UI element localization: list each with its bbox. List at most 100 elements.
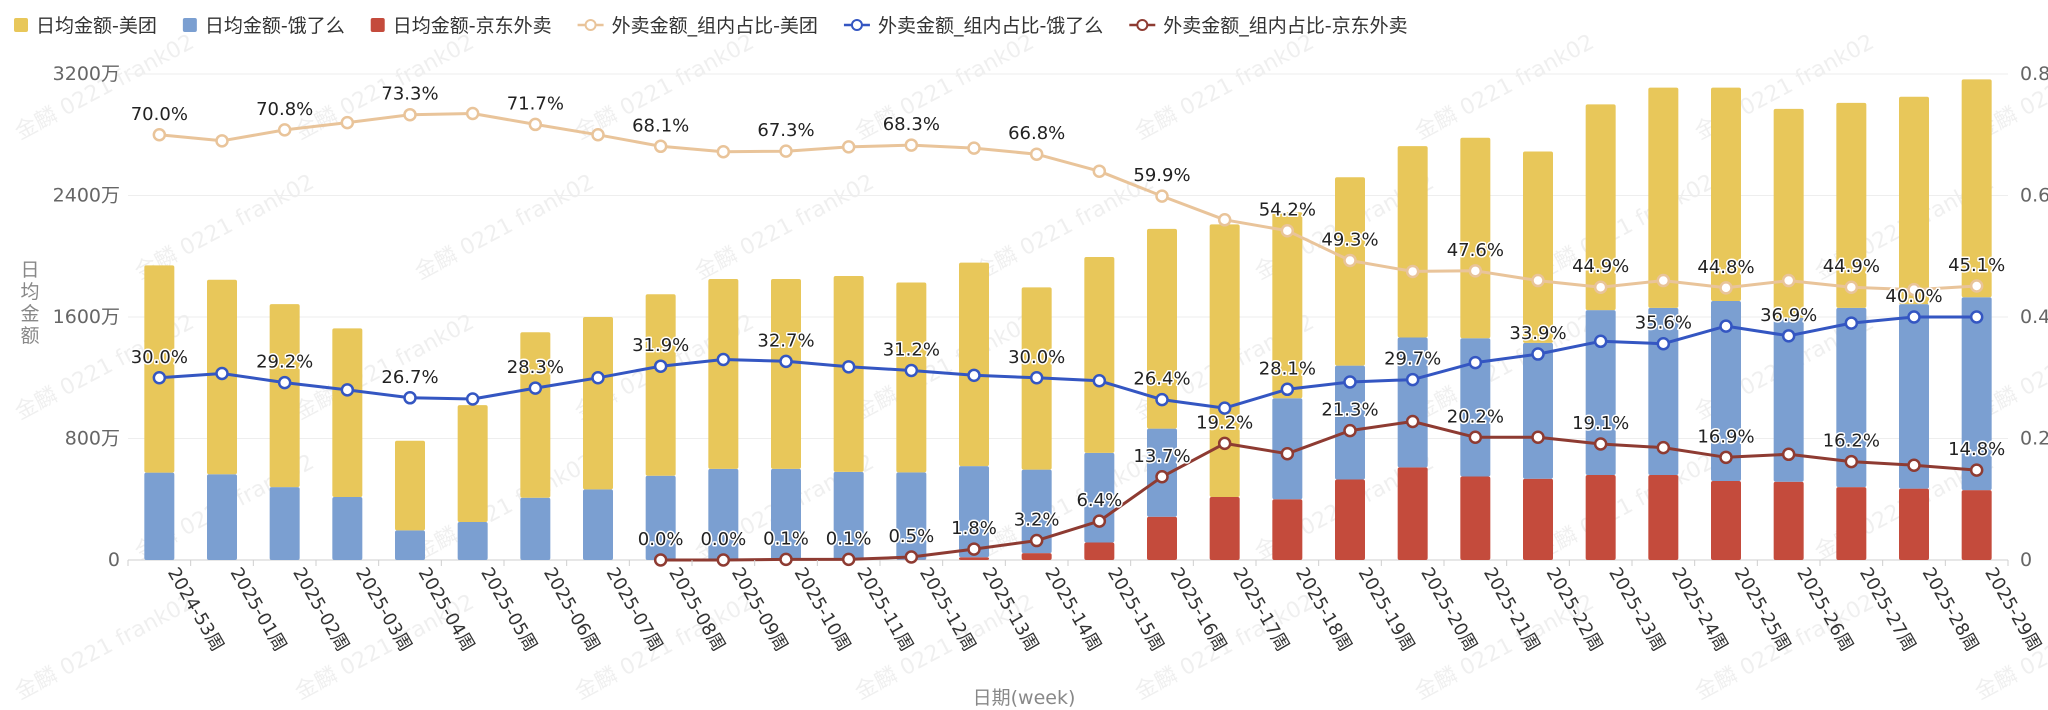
line-point — [1531, 347, 1545, 361]
bar-segment — [896, 282, 927, 473]
data-label: 30.0% — [1008, 347, 1065, 368]
data-label: 45.1% — [1948, 255, 2005, 276]
bar-segment — [1773, 108, 1804, 318]
data-label: 16.9% — [1697, 426, 1754, 447]
data-label: 0.1% — [763, 528, 809, 549]
line-point — [1844, 280, 1859, 294]
bar-segment — [1585, 104, 1616, 311]
x-tick-label: 2025-05周 — [476, 564, 541, 655]
line-point — [465, 392, 480, 406]
line-point — [1217, 213, 1232, 227]
line-point — [904, 550, 919, 564]
y-tick-label: 0 — [108, 549, 120, 571]
bar-segment — [1836, 102, 1867, 308]
legend-label: 日均金额-美团 — [36, 15, 157, 37]
line-point — [716, 553, 731, 567]
line-point — [904, 363, 919, 378]
bar-segment — [583, 317, 613, 490]
bar-series-group — [144, 79, 1992, 560]
line-point — [1155, 392, 1169, 407]
bar-segment — [708, 468, 739, 560]
line-point — [528, 117, 543, 132]
bar-segment — [1585, 310, 1616, 475]
data-label: 54.2% — [1259, 200, 1316, 221]
bar-segment — [395, 530, 425, 560]
watermark-text: 金麟 0221 frank02 — [11, 590, 198, 705]
bar-segment — [1460, 137, 1491, 339]
bar-segment — [1773, 317, 1804, 482]
x-axis-title: 日期(week) — [973, 687, 1076, 709]
bar-segment — [959, 466, 989, 558]
bar-segment — [896, 472, 927, 560]
line-point — [1719, 281, 1733, 295]
watermark-text: 金麟 0221 frank02 — [411, 450, 598, 565]
line-point — [1656, 440, 1671, 455]
x-tick-label: 2025-19周 — [1354, 564, 1419, 655]
line-point — [1907, 458, 1921, 472]
y2-tick-label: 0.6 — [2020, 185, 2048, 207]
data-label: 0.5% — [888, 526, 934, 547]
line-point — [1405, 264, 1420, 279]
bar-segment — [1084, 452, 1115, 543]
line-point — [1343, 253, 1357, 268]
series-line — [159, 112, 1977, 292]
bar-segment — [1899, 96, 1929, 305]
bar-segment — [1961, 79, 1992, 298]
y2-tick-label: 0 — [2020, 549, 2032, 571]
data-label: 26.7% — [381, 367, 438, 388]
data-label: 19.1% — [1572, 413, 1629, 434]
line-point — [403, 391, 417, 405]
bar-segment — [833, 275, 864, 472]
bar-segment — [332, 328, 363, 497]
line-point — [716, 145, 731, 159]
data-label: 3.2% — [1014, 510, 1060, 531]
data-label: 19.2% — [1196, 412, 1253, 433]
x-tick-label: 2025-06周 — [539, 564, 604, 655]
line-point — [841, 552, 856, 567]
line-point — [1719, 319, 1733, 333]
legend-marker — [850, 19, 863, 31]
bar-segment — [1272, 499, 1303, 560]
line-point — [152, 371, 167, 385]
watermark-text: 金麟 0221 frank02 — [971, 170, 1158, 285]
bar-segment — [1084, 257, 1115, 453]
bar-segment — [1397, 146, 1428, 338]
series-line — [660, 420, 1977, 562]
data-label: 16.2% — [1823, 431, 1880, 452]
data-label: 73.3% — [381, 84, 438, 105]
y-tick-label: 800万 — [65, 428, 120, 450]
bar-segment — [1335, 365, 1365, 480]
x-tick-label: 2025-28周 — [1918, 564, 1983, 655]
line-point — [1155, 470, 1169, 484]
line-point — [1280, 223, 1295, 238]
bar-segment — [144, 265, 175, 473]
bar-segment — [1836, 307, 1867, 488]
watermark-text: 金麟 0221 frank02 — [691, 170, 878, 285]
y-axis-title-char: 日 — [20, 259, 39, 281]
x-tick-label: 2025-01周 — [226, 564, 291, 655]
legend: 日均金额-美团 日均金额-饿了么 日均金额-京东外卖 外卖金额_组内占比-美团 外卖金额… — [14, 15, 1408, 37]
line-point — [779, 354, 793, 369]
line-point — [340, 115, 355, 130]
bar-segment — [457, 522, 488, 560]
line-point — [1468, 430, 1483, 445]
line-point — [967, 368, 981, 383]
y2-tick-label: 0.4 — [2020, 306, 2048, 328]
bar-segment — [1272, 212, 1303, 399]
data-label: 33.9% — [1509, 323, 1566, 344]
data-label: 70.8% — [256, 99, 313, 120]
data-label: 44.8% — [1697, 257, 1754, 278]
line-point — [967, 542, 981, 556]
bar-segment — [269, 304, 300, 488]
x-tick-label: 2025-29周 — [1980, 564, 2045, 655]
line-point — [841, 360, 856, 374]
line-point — [1092, 514, 1107, 528]
line-point — [1844, 454, 1859, 469]
bar-segment — [1711, 481, 1741, 560]
x-tick-label: 2025-25周 — [1730, 564, 1795, 655]
line-point — [1405, 372, 1420, 387]
line-point — [1092, 164, 1107, 178]
line-point — [967, 141, 981, 155]
bar-segment — [269, 487, 300, 560]
watermark-text: 金麟 0221 frank02 — [1411, 30, 1598, 145]
